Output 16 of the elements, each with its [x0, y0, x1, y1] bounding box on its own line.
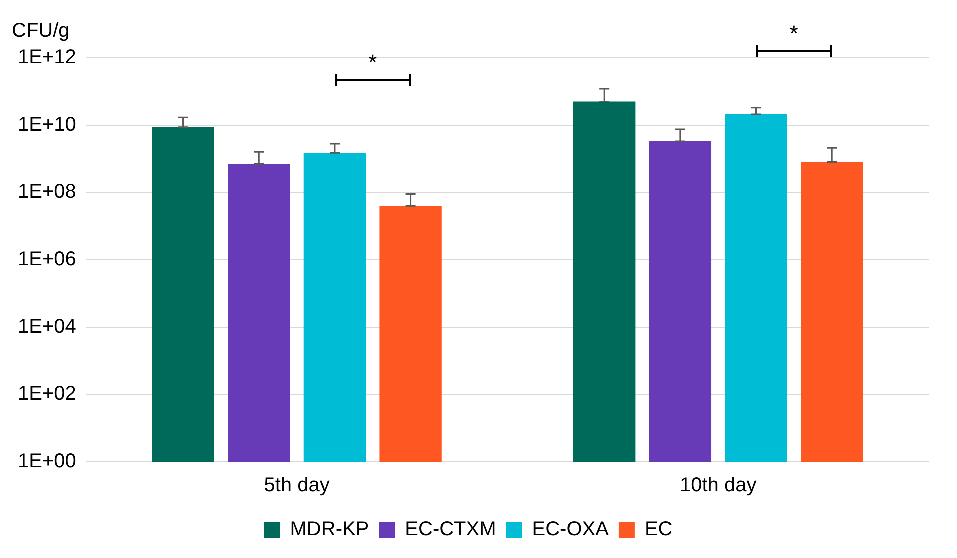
y-tick-label: 1E+12 — [18, 46, 76, 69]
legend-label: EC-CTXM — [405, 518, 496, 541]
y-tick-label: 1E+10 — [18, 114, 76, 136]
x-tick-label: 5th day — [264, 474, 330, 497]
y-tick-label: 1E+04 — [18, 316, 76, 338]
y-tick-label: 1E+00 — [18, 450, 76, 473]
x-tick-label: 10th day — [680, 474, 757, 497]
y-axis-title: CFU/g — [12, 20, 70, 43]
legend-label: MDR-KP — [290, 518, 370, 541]
y-tick-label: 1E+08 — [18, 181, 76, 204]
legend-label: EC — [644, 518, 673, 541]
y-tick-label: 1E+02 — [18, 383, 76, 406]
y-tick-label: 1E+06 — [18, 248, 76, 271]
annotation: * — [368, 50, 378, 76]
text: * — [788, 21, 800, 47]
legend-label: EC-OXA — [532, 518, 610, 541]
